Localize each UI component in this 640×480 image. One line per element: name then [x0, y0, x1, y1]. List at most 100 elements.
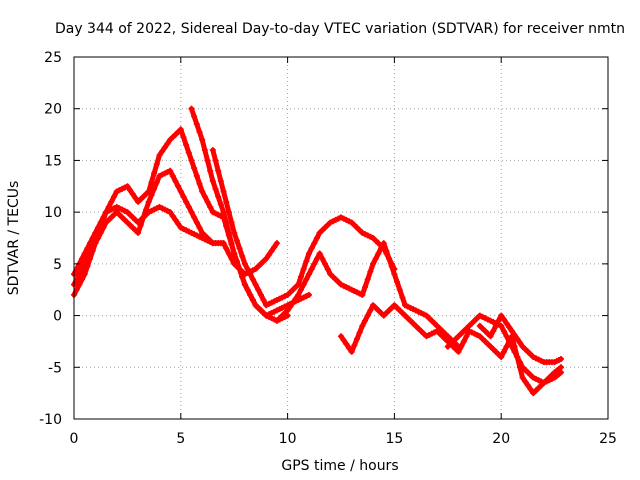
data-point-marker: [396, 286, 403, 293]
chart-title: Day 344 of 2022, Sidereal Day-to-day VTE…: [55, 21, 625, 37]
data-point-marker: [362, 284, 369, 291]
data-point-marker: [135, 229, 142, 236]
series-track-8: [444, 312, 565, 386]
data-point-marker: [220, 240, 227, 247]
data-point-marker: [151, 170, 158, 177]
data-point-marker: [196, 128, 203, 135]
data-point-marker: [79, 255, 86, 262]
data-point-marker: [500, 316, 507, 323]
data-point-marker: [185, 149, 192, 156]
data-point-marker: [217, 201, 224, 208]
data-point-marker: [516, 339, 523, 346]
data-point-marker: [100, 216, 107, 223]
data-point-marker: [185, 203, 192, 210]
x-tick-label: 25: [599, 431, 617, 447]
data-point-marker: [324, 266, 331, 273]
data-point-marker: [105, 203, 112, 210]
data-point-marker: [492, 322, 499, 329]
data-point-marker: [188, 105, 195, 112]
data-point-marker: [519, 374, 526, 381]
data-point-marker: [375, 250, 382, 257]
data-point-marker: [305, 250, 312, 257]
data-point-marker: [313, 255, 320, 262]
data-point-marker: [289, 299, 296, 306]
data-point-marker: [348, 348, 355, 355]
data-point-marker: [191, 113, 198, 120]
data-point-marker: [308, 245, 315, 252]
data-point-marker: [511, 348, 518, 355]
data-point-marker: [359, 291, 366, 298]
series-track-9: [476, 312, 565, 366]
data-point-marker: [380, 240, 387, 247]
data-point-marker: [233, 258, 240, 265]
data-point-marker: [199, 188, 206, 195]
data-point-marker: [383, 247, 390, 254]
data-point-marker: [103, 209, 110, 216]
data-point-marker: [364, 276, 371, 283]
data-point-marker: [212, 157, 219, 164]
y-tick-label: 20: [44, 102, 62, 118]
data-point-marker: [124, 183, 131, 190]
data-point-marker: [260, 297, 267, 304]
data-point-marker: [95, 232, 102, 239]
data-point-marker: [79, 276, 86, 283]
data-point-marker: [159, 148, 166, 155]
data-point-marker: [284, 307, 291, 314]
data-point-marker: [319, 255, 326, 262]
y-tick-label: -10: [39, 412, 62, 428]
data-point-marker: [87, 255, 94, 262]
data-point-marker: [76, 281, 83, 288]
data-point-marker: [193, 121, 200, 128]
data-point-marker: [292, 295, 299, 302]
data-point-marker: [145, 188, 152, 195]
data-point-marker: [209, 178, 216, 185]
data-point-marker: [367, 268, 374, 275]
data-point-marker: [263, 255, 270, 262]
data-point-marker: [223, 245, 230, 252]
data-point-marker: [217, 178, 224, 185]
data-point-marker: [311, 260, 318, 267]
data-point-marker: [354, 335, 361, 342]
data-point-marker: [300, 266, 307, 273]
data-point-marker: [169, 213, 176, 220]
data-point-marker: [313, 235, 320, 241]
data-point-marker: [316, 250, 323, 257]
data-point-marker: [297, 273, 304, 280]
data-point-marker: [300, 281, 307, 288]
data-point-marker: [207, 203, 214, 210]
data-point-marker: [524, 382, 531, 389]
x-axis-label: GPS time / hours: [281, 458, 398, 474]
data-point-marker: [295, 291, 302, 298]
y-tick-label: 15: [44, 153, 62, 169]
data-point-marker: [111, 193, 118, 200]
data-point-marker: [455, 348, 462, 355]
data-point-marker: [183, 141, 190, 148]
y-tick-label: 0: [53, 309, 62, 325]
data-point-marker: [386, 255, 393, 262]
y-tick-label: 10: [44, 205, 62, 221]
x-tick-label: 5: [176, 431, 185, 447]
data-point-marker: [204, 157, 211, 164]
data-point-marker: [148, 179, 155, 186]
data-point-marker: [287, 303, 294, 310]
data-point-marker: [495, 317, 502, 324]
data-point-marker: [500, 348, 507, 355]
data-point-marker: [241, 260, 248, 267]
y-tick-label: 25: [44, 50, 62, 66]
data-point-marker: [498, 322, 505, 329]
data-point-marker: [506, 324, 513, 331]
data-point-marker: [191, 214, 198, 221]
data-point-marker: [356, 329, 363, 336]
data-point-marker: [225, 229, 232, 236]
data-point-marker: [212, 185, 219, 192]
data-point-marker: [249, 276, 256, 283]
data-point-marker: [196, 224, 203, 231]
axis-ticks: [73, 56, 609, 420]
data-point-marker: [247, 291, 254, 298]
data-point-marker: [239, 253, 246, 260]
data-point-marker: [97, 224, 104, 231]
y-axis-label: SDTVAR / TECUs: [6, 181, 22, 296]
data-point-marker: [225, 209, 232, 216]
data-point-marker: [498, 312, 505, 319]
